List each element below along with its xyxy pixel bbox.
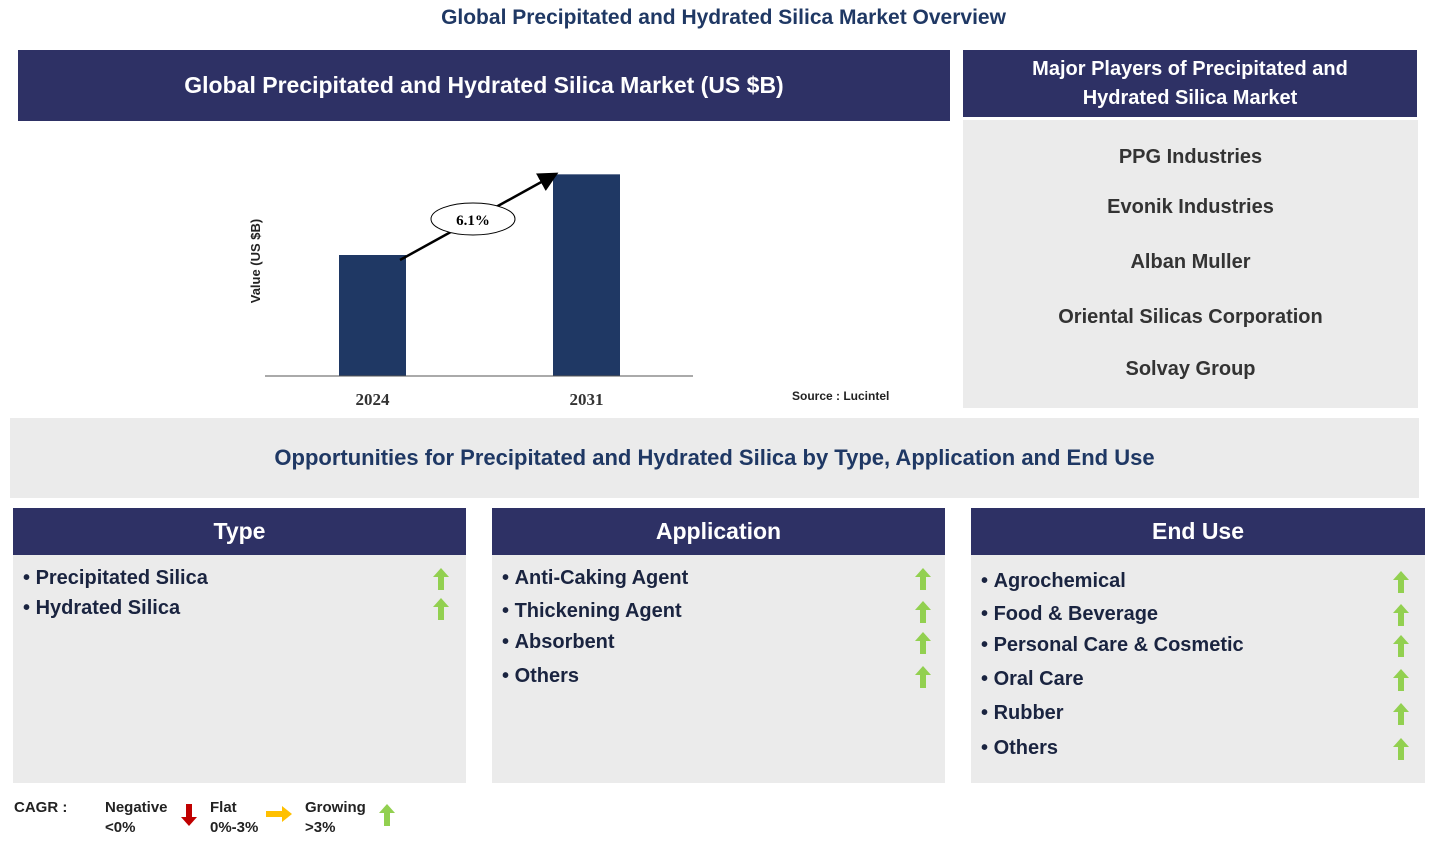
x-tick-label: 2031 [570, 390, 604, 409]
cagr-arrow [181, 804, 197, 826]
panel-item: Rubber [981, 702, 1064, 725]
arrow-shape [181, 804, 197, 826]
page-title: Global Precipitated and Hydrated Silica … [441, 6, 1006, 29]
panel-item: Oral Care [981, 668, 1084, 691]
arrow-shape [915, 632, 931, 654]
panel-title: End Use [971, 508, 1425, 555]
legend-item: Growing [305, 799, 366, 816]
cagr-arrow [379, 804, 395, 826]
panel-item: Agrochemical [981, 570, 1126, 593]
arrow-shape [915, 568, 931, 590]
arrow-shape [1393, 604, 1409, 626]
panel-item: Absorbent [502, 631, 615, 654]
panel-title: Application [492, 508, 945, 555]
legend-item: Negative [105, 799, 168, 816]
cagr-arrow [1393, 571, 1409, 593]
arrow-shape [1393, 635, 1409, 657]
panel-item: Others [981, 737, 1058, 760]
arrow-shape [1393, 703, 1409, 725]
cagr-arrow [915, 666, 931, 688]
arrow-shape [1393, 669, 1409, 691]
arrow-shape [433, 598, 449, 620]
arrow-shape [266, 806, 292, 822]
opportunities-title: Opportunities for Precipitated and Hydra… [10, 418, 1419, 498]
cagr-arrow [1393, 703, 1409, 725]
panel-item: Others [502, 665, 579, 688]
arrow-shape [915, 601, 931, 623]
player: Evonik Industries [1107, 196, 1274, 218]
arrow-shape [1393, 571, 1409, 593]
players-title: Major Players of Precipitated and Hydrat… [963, 50, 1417, 117]
y-axis-label: Value (US $B) [248, 219, 263, 304]
legend-range: >3% [305, 819, 336, 836]
bar [339, 255, 406, 376]
panel-item: Precipitated Silica [23, 567, 208, 590]
player: Solvay Group [1125, 358, 1256, 380]
cagr-arrow [1393, 604, 1409, 626]
arrow-shape [1393, 738, 1409, 760]
cagr-arrow [433, 598, 449, 620]
panel-item: Food & Beverage [981, 603, 1158, 626]
legend-range: 0%-3% [210, 819, 259, 836]
cagr-arrow [915, 568, 931, 590]
legend-item: Flat [210, 799, 237, 816]
cagr-arrow [1393, 635, 1409, 657]
chart-title: Global Precipitated and Hydrated Silica … [18, 50, 950, 121]
x-tick-label: 2024 [356, 390, 391, 409]
cagr-arrow [1393, 669, 1409, 691]
panel-item: Personal Care & Cosmetic [981, 634, 1244, 657]
bar [553, 174, 620, 376]
player: PPG Industries [1118, 146, 1263, 168]
player: Alban Muller [1130, 251, 1251, 273]
cagr-arrow [266, 806, 292, 822]
panel-item: Anti-Caking Agent [502, 567, 689, 590]
cagr-arrow [915, 601, 931, 623]
source: Source : Lucintel [792, 389, 889, 403]
cagr-arrow [915, 632, 931, 654]
panel-title: Type [13, 508, 466, 555]
legend-label: CAGR : [14, 799, 68, 816]
arrow-shape [433, 568, 449, 590]
cagr-arrow [1393, 738, 1409, 760]
annotation-bubble [430, 202, 516, 236]
players-box: PPG Industries Evonik Industries Alban Mul… [963, 120, 1418, 408]
annotation: 6.1% [456, 213, 490, 229]
panel-item: Thickening Agent [502, 600, 682, 623]
cagr-arrow [433, 568, 449, 590]
panel-item: Hydrated Silica [23, 597, 181, 620]
arrow-shape [379, 804, 395, 826]
arrow-shape [915, 666, 931, 688]
legend-range: <0% [105, 819, 136, 836]
chart: 2024 2031 Value (US $B) 6.1% Source : Lucint… [248, 172, 889, 409]
player: Oriental Silicas Corporation [1058, 306, 1323, 328]
